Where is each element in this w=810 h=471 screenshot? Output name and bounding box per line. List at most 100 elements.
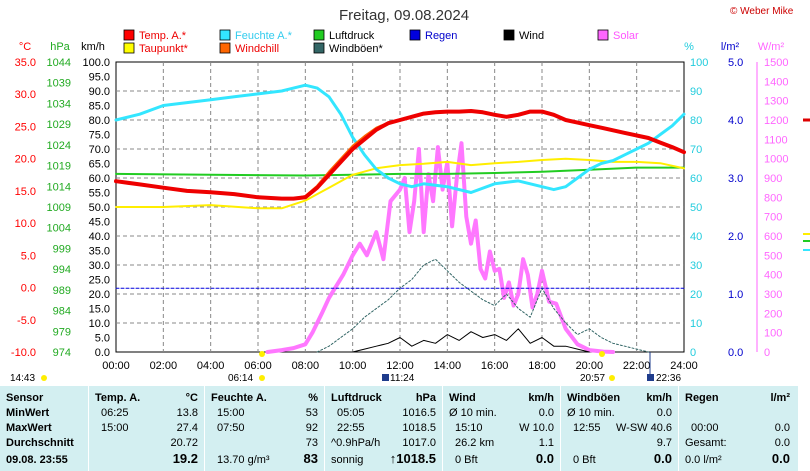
humidity-absolute: 13.70 g/m³ [217,454,270,466]
wind-axis-tick: 70.0 [89,144,110,156]
sun-icon [41,375,47,381]
solar-axis-tick: 1400 [764,76,788,88]
legend-swatch [313,42,325,54]
x-tick-label: 04:00 [197,360,225,372]
humidity-current: 83 [303,451,318,466]
wind-axis-tick: 30.0 [89,260,110,272]
x-tick-label: 18:00 [528,360,556,372]
gust-avg10-label: Ø 10 min. [567,407,615,419]
rain-axis-tick: 4.0 [728,115,743,127]
gust-unit: km/h [646,392,672,404]
legend-label: Windchill [235,43,279,55]
wind-axis-tick: 45.0 [89,217,110,229]
humidity-axis-tick: 40 [690,231,702,243]
chart-title: Freitag, 09.08.2024 [339,7,469,24]
solar-axis-tick: 800 [764,192,782,204]
pressure-axis-tick: 1009 [47,202,71,214]
humidity-axis-tick: 50 [690,202,702,214]
solar-axis-tick: 1500 [764,57,788,69]
wind-axis-tick: 75.0 [89,130,110,142]
x-tick-label: 20:00 [576,360,604,372]
rain-axis-unit: l/m² [721,41,740,53]
solar-axis-tick: 200 [764,308,782,320]
series-line-solar [265,141,615,354]
series-line-feuchte-a [114,83,686,194]
wind-avg10-label: Ø 10 min. [449,407,497,419]
gust-bft: 0 Bft [573,454,596,466]
pressure-axis-tick: 1029 [47,119,71,131]
humidity-axis-tick: 100 [690,57,708,69]
x-tick-label: 12:00 [386,360,414,372]
rain-header: Regen [685,392,719,404]
solar-axis-tick: 300 [764,289,782,301]
temp-avg: 20.72 [170,437,198,449]
humidity-axis-tick: 0 [690,347,696,359]
rain-unit: l/m² [770,392,790,404]
pressure-column: Luftdruck hPa 05:05 1016.5 22:55 1018.5 … [324,386,442,471]
rain-total: 0.0 [774,437,790,449]
temp-axis-tick: 5.0 [21,250,36,262]
wind-axis-tick: 20.0 [89,289,110,301]
gust-current: 0.0 [653,451,672,466]
wind-axis-tick: 25.0 [89,275,110,287]
rain-axis-tick: 5.0 [728,57,743,69]
gust-header: Windböen [567,392,621,404]
wind-header: Wind [449,392,476,404]
x-tick-label: 02:00 [150,360,178,372]
solar-axis-tick: 1000 [764,154,788,166]
legend-swatch [123,29,135,41]
rain-axis-tick: 3.0 [728,173,743,185]
sunrise-axis-icon [259,351,265,357]
pressure-axis-tick: 1019 [47,161,71,173]
rain-column: Regen l/m² 00:00 0.0 Gesamt: 0.0 0.0 l/m… [678,386,798,471]
legend-swatch [597,29,609,41]
legend-label: Regen [425,30,457,42]
temp-min: 13.8 [176,407,198,419]
pressure-axis-unit: hPa [50,41,70,53]
solar-axis-tick: 100 [764,328,782,340]
wind-axis-tick: 55.0 [89,188,110,200]
humidity-max-time: 07:50 [217,422,245,434]
temp-current: 19.2 [172,451,198,466]
weather-state: sonnig [331,454,364,466]
pressure-axis-tick: 1034 [47,98,71,110]
pressure-axis-tick: 974 [53,347,71,359]
pressure-axis-tick: 1044 [47,57,71,69]
temp-axis-tick: 20.0 [15,154,36,166]
temp-axis-tick: 10.0 [15,218,36,230]
temp-max-time: 15:00 [101,422,129,434]
pressure-axis-tick: 1024 [47,140,71,152]
rain-axis-tick: 0.0 [728,347,743,359]
solar-axis-tick: 900 [764,173,782,185]
legend-swatch [503,29,515,41]
x-tick-label: 06:00 [244,360,272,372]
sensor-header: Sensor [6,392,44,404]
legend-label: Feuchte A.* [235,30,293,42]
series-line-taupunkt [115,157,685,210]
temp-axis-tick: -10.0 [11,347,36,359]
legend-swatch [409,29,421,41]
wind-axis-tick: 0.0 [95,347,110,359]
solar-axis-tick: 600 [764,231,782,243]
legend-label: Wind [519,30,544,42]
solar-axis-tick: 1100 [764,134,788,146]
humidity-header: Feuchte A. [211,392,267,404]
wind-axis-tick: 65.0 [89,159,110,171]
wind-axis-tick: 100.0 [82,57,110,69]
legend-label: Luftdruck [329,30,375,42]
series-line-wind [352,328,590,353]
humidity-axis-tick: 60 [690,173,702,185]
gust-max: W-SW 40.6 [615,422,672,434]
humidity-max: 92 [305,422,318,434]
legend-label: Taupunkt* [139,43,189,55]
legend-label: Temp. A.* [139,30,187,42]
max-row-label: MaxWert [6,422,52,434]
humidity-axis-tick: 30 [690,260,702,272]
wind-avg10: 0.0 [538,407,554,419]
time-marker-left: 14:43 [10,373,35,384]
moon-icon [647,374,654,381]
temp-max: 27.4 [176,422,198,434]
pressure-axis-tick: 994 [53,264,71,276]
wind-max: W 10.0 [519,422,554,434]
credit-label: © Weber Mike [730,6,794,17]
